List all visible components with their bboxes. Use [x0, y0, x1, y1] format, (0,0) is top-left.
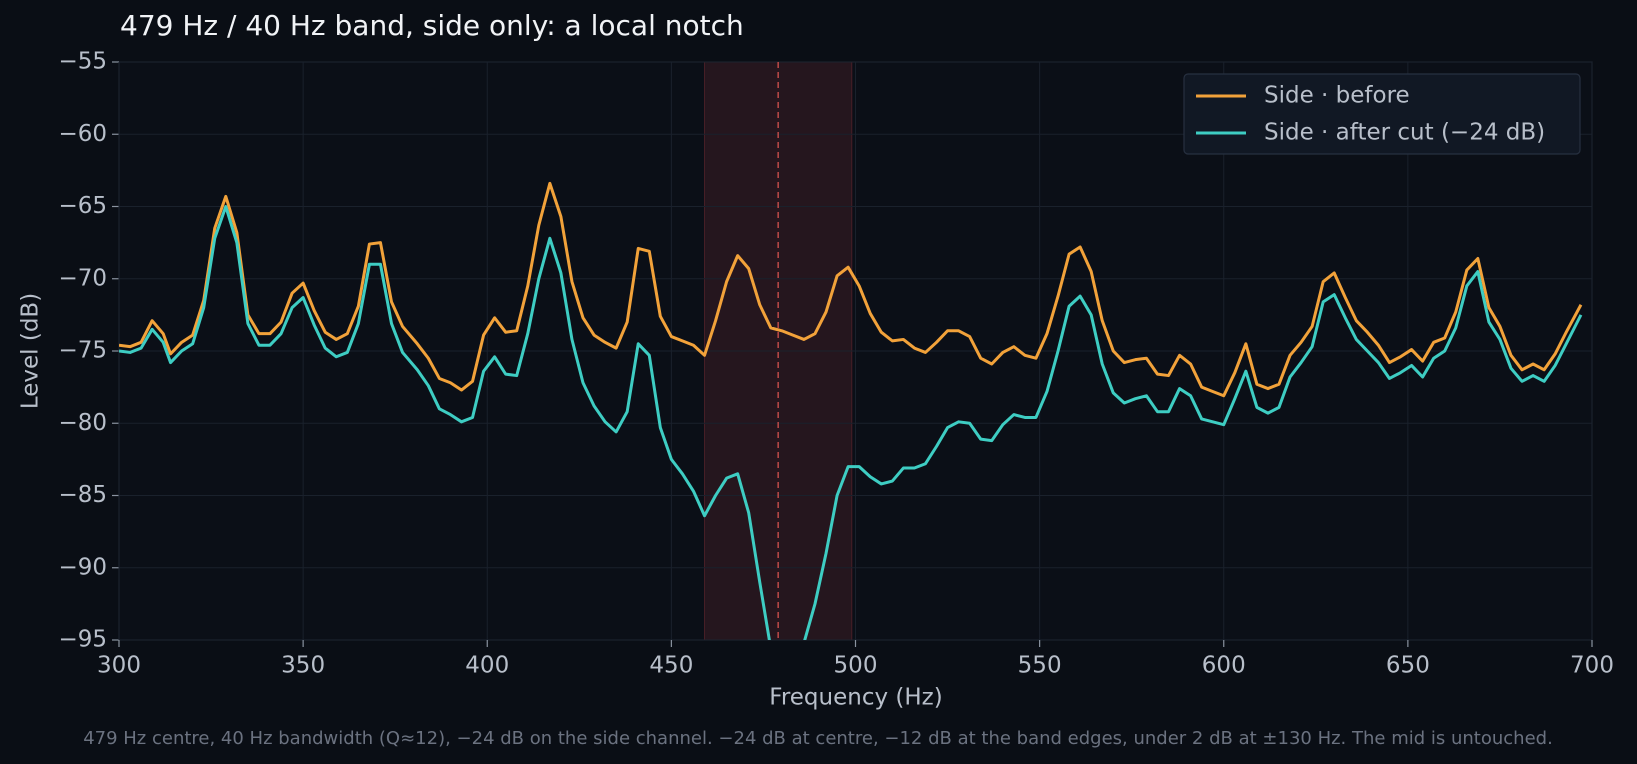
- y-tick-label: −60: [58, 121, 107, 147]
- series-line: [119, 181, 1583, 398]
- x-tick-label: 500: [834, 653, 878, 679]
- y-tick-label: −90: [58, 554, 107, 580]
- x-tick-label: 600: [1202, 653, 1246, 679]
- chart-title: 479 Hz / 40 Hz band, side only: a local …: [120, 9, 744, 42]
- x-tick-label: 350: [281, 653, 325, 679]
- x-tick-label: 450: [649, 653, 693, 679]
- y-tick-label: −75: [58, 338, 107, 364]
- x-tick-label: 400: [465, 653, 509, 679]
- legend-box: [1183, 73, 1581, 155]
- x-tick-label: 650: [1386, 653, 1430, 679]
- y-axis-label: Level (dB): [18, 293, 44, 409]
- y-tick-label: −80: [58, 410, 107, 436]
- legend-label: Side · after cut (−24 dB): [1264, 120, 1545, 146]
- y-tick-label: −65: [58, 193, 107, 219]
- x-axis-label: Frequency (Hz): [769, 685, 942, 711]
- series-line: [119, 205, 1583, 640]
- y-tick-label: −85: [58, 482, 107, 508]
- x-tick-label: 300: [97, 653, 141, 679]
- y-tick-label: −70: [58, 265, 107, 291]
- x-tick-label: 700: [1570, 653, 1614, 679]
- y-tick-label: −55: [58, 49, 107, 75]
- footnote: 479 Hz centre, 40 Hz bandwidth (Q≈12), −…: [83, 728, 1553, 749]
- x-tick-label: 550: [1018, 653, 1062, 679]
- y-tick-label: −95: [58, 627, 107, 653]
- legend-label: Side · before: [1264, 83, 1410, 109]
